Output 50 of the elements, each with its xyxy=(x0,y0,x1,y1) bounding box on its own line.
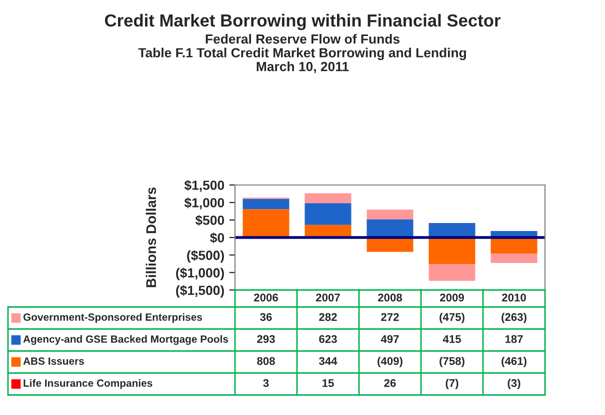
bar xyxy=(366,210,414,220)
data-label: 3 xyxy=(263,379,269,387)
bar xyxy=(242,198,290,210)
legend-label: Agency-and GSE Backed Mortgage Pools xyxy=(23,335,228,345)
data-label: 26 xyxy=(384,379,396,387)
legend-label: ABS Issuers xyxy=(23,357,84,365)
y-tick-label: ($500) xyxy=(187,250,224,263)
x-tick-label: 2008 xyxy=(378,294,402,302)
bar xyxy=(242,209,290,238)
data-label: 808 xyxy=(257,357,275,365)
y-tick-label: $1,000 xyxy=(184,197,224,210)
y-tick-label: $500 xyxy=(195,214,224,226)
bar xyxy=(304,203,352,225)
data-label: (3) xyxy=(508,378,520,390)
data-label: 36 xyxy=(260,313,272,321)
data-label: (461) xyxy=(502,356,526,368)
data-label: 15 xyxy=(322,379,334,387)
legend-label: Life Insurance Companies xyxy=(24,379,152,389)
data-label: 344 xyxy=(318,357,338,365)
legend-label: Government-Sponsored Enterprises xyxy=(23,313,202,323)
chart-subtitle: Federal Reserve Flow of Funds Table F.1 Total Credit Market Borrowing and Lending March 10, 2011 xyxy=(138,34,466,74)
bar xyxy=(428,264,476,281)
bar xyxy=(304,193,352,204)
x-tick-label: 2007 xyxy=(316,294,340,302)
data-label: 497 xyxy=(380,335,399,343)
chart-title: Credit Market Borrowing within Financial Sector xyxy=(104,14,500,30)
bar xyxy=(490,238,538,254)
x-tick-label: 2009 xyxy=(440,294,464,302)
data-label: 187 xyxy=(505,335,523,343)
data-label: (758) xyxy=(440,356,464,368)
y-tick-label: ($1,000) xyxy=(176,268,224,280)
bar xyxy=(366,219,414,237)
x-tick-label: 2010 xyxy=(502,294,526,302)
data-label: 282 xyxy=(319,313,337,321)
data-label: 293 xyxy=(257,335,275,343)
data-label: (409) xyxy=(378,356,402,368)
bar xyxy=(304,224,352,237)
data-label: (263) xyxy=(502,312,526,324)
y-axis-title: Billions Dollars xyxy=(146,188,156,288)
data-label: 623 xyxy=(319,335,337,343)
y-tick-label: ($1,500) xyxy=(176,285,224,298)
bar xyxy=(428,238,476,264)
y-tick-label: $0 xyxy=(210,232,224,244)
data-label: (7) xyxy=(446,378,458,390)
y-tick-label: $1,500 xyxy=(184,180,224,192)
x-tick-label: 2006 xyxy=(254,294,278,302)
data-label: (475) xyxy=(440,312,464,324)
bar xyxy=(490,254,538,263)
data-label: 415 xyxy=(442,335,461,343)
data-label: 272 xyxy=(381,313,399,321)
